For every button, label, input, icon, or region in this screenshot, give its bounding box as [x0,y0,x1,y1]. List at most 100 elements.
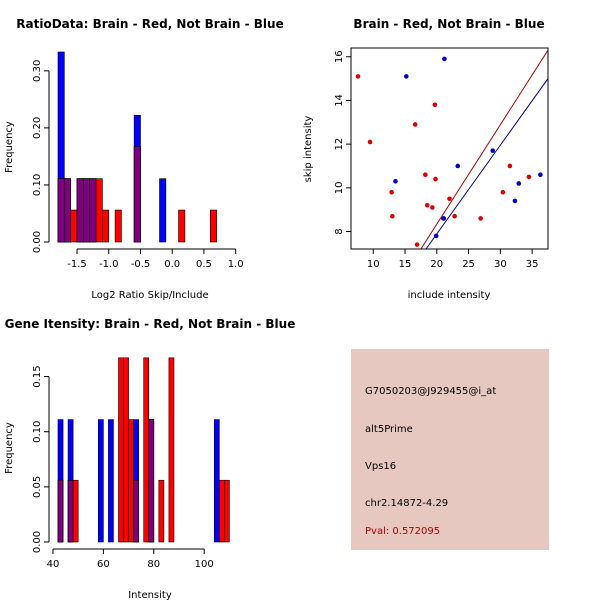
gene-histogram-overlap-bar-18 [148,419,155,543]
scatter-y-tick-label: 12 [334,138,345,151]
ratio-histogram-overlap-bar-5 [89,178,97,243]
probe-info-panel: G7050203@J929455@i_at alt5Prime Vps16 ch… [351,349,549,550]
gene-histogram-overlap-bar-2 [67,479,74,543]
scatter-point-not-brain [490,148,496,153]
scatter-point-brain [430,205,435,210]
gene-histogram-x-tick-label: 80 [147,559,160,570]
scatter-plot-box [350,47,549,250]
ratio-histogram-y-tick-label: 0.30 [32,60,43,82]
ratio-histogram-overlap-bar-3 [76,178,84,243]
gene-histogram-red-bar-14 [128,419,134,543]
scatter-fit-line-1 [425,78,548,249]
ratio-histogram-overlap-bar-1 [64,178,71,243]
probe-id-text: G7050203@J929455@i_at [365,386,497,397]
ratio-histogram-ylabel: Frequency [4,121,15,173]
scatter-title: Brain - Red, Not Brain - Blue [353,17,544,31]
scatter-point-brain [412,122,418,127]
scatter-y-tick-label: 14 [334,94,345,107]
gene-histogram-y-tick-label: 0.15 [32,365,43,387]
gene-histogram-red-bar-22 [168,357,175,543]
gene-histogram-red-bar-20 [158,479,165,543]
scatter-point-not-brain [442,56,447,62]
scatter-point-brain [433,176,438,182]
scatter-y-tick-label: 16 [334,50,345,63]
scatter-point-brain [367,139,373,145]
scatter-x-tick-label: 10 [367,259,380,270]
ratio-histogram-title: RatioData: Brain - Red, Not Brain - Blue [16,17,283,31]
ratio-histogram-x-tick-label: 0.5 [196,259,212,270]
scatter-x-tick-label: 25 [462,259,475,270]
gene-histogram-red-bar-12 [118,357,124,543]
gene-histogram-red-bar-3 [72,479,79,543]
ratio-histogram-x-tick-label: 1.0 [228,259,244,270]
scatter-point-brain [390,213,395,219]
gene-histogram-x-tick-label: 60 [97,559,110,570]
gene-histogram-x-tick-label: 100 [195,559,214,570]
gene-histogram-blue-bar-31 [213,419,220,543]
scatter-point-not-brain [455,163,461,169]
ratio-histogram-red-bar-6 [95,178,103,243]
ratio-histogram-y-tick-label: 0.10 [32,174,43,196]
scatter-x-tick-label: 20 [430,259,443,270]
scatter-y-tick-label: 8 [334,228,345,234]
ratio-histogram-overlap-bar-4 [83,178,91,243]
scatter-xlabel: include intensity [408,290,491,301]
ratio-histogram-x-tick-label: -1.5 [67,259,87,270]
ratio-histogram-xlabel: Log2 Ratio Skip/Include [91,290,208,301]
chromosome-location-text: chr2.14872-4.29 [365,498,449,509]
ratio-histogram-blue-bar-16 [159,178,167,243]
scatter-fit-line-0 [420,49,548,249]
ratio-histogram-x-tick-label: -0.5 [131,259,151,270]
scatter-ylabel: skip intensity [303,116,314,183]
ratio-histogram-x-tick-label: 0.0 [164,259,180,270]
scatter-point-not-brain [516,181,522,186]
scatter-x-tick-label: 35 [526,259,539,270]
scatter-point-brain [424,203,430,208]
ratio-histogram-y-tick-label: 0.20 [32,117,43,139]
ratio-histogram-red-bar-19 [178,209,186,243]
gene-histogram-blue-bar-10 [108,419,114,543]
gene-histogram-red-bar-33 [224,479,230,543]
gene-histogram-red-bar-32 [219,479,225,543]
intensity-scatter: Brain - Red, Not Brain - Blue 10 15 20 25 30… [303,17,549,301]
scatter-x-tick-label: 15 [399,259,412,270]
gene-histogram-red-bar-13 [123,357,129,543]
ratio-histogram-red-bar-24 [209,209,217,243]
ratio-histogram-overlap-bar-0 [57,178,65,243]
gene-histogram-blue-bar-8 [98,419,104,543]
scatter-point-brain [526,174,532,180]
gene-name-text: Vps16 [365,461,397,472]
gene-histogram-xlabel: Intensity [128,590,172,600]
scatter-point-brain [507,163,513,169]
scatter-point-brain [478,216,483,221]
scatter-point-brain [452,213,457,219]
scatter-point-brain [389,189,394,195]
ratio-histogram-x-tick-label: -1.0 [99,259,119,270]
gene-intensity-histogram: Gene Itensity: Brain - Red, Not Brain - … [4,317,295,600]
scatter-point-brain [432,102,438,108]
scatter-point-not-brain [512,198,518,204]
gene-histogram-x-tick-label: 40 [47,559,60,570]
scatter-point-brain [414,242,420,247]
ratio-histogram-red-bar-9 [114,209,122,243]
scatter-point-brain [355,74,361,79]
scatter-point-not-brain [538,172,543,178]
scatter-point-not-brain [441,216,447,221]
scatter-point-not-brain [393,178,398,184]
scatter-point-not-brain [403,74,409,79]
ratio-histogram-y-tick-label: 0.00 [32,231,43,253]
pval-text: Pval: 0.572095 [365,526,441,537]
event-type-text: alt5Prime [365,424,413,435]
gene-histogram-y-tick-label: 0.00 [32,531,43,553]
gene-histogram-red-bar-17 [143,357,150,543]
scatter-point-not-brain [433,233,439,239]
ratio-histogram-red-bar-2 [70,209,78,243]
gene-histogram-title: Gene Itensity: Brain - Red, Not Brain - … [5,317,296,331]
ratio-histogram-red-bar-7 [102,209,110,243]
gene-histogram-ylabel: Frequency [4,422,15,474]
gene-histogram-overlap-bar-0 [57,479,64,543]
ratio-histogram: RatioData: Brain - Red, Not Brain - Blue… [4,17,284,301]
scatter-x-tick-label: 30 [494,259,507,270]
gene-histogram-y-tick-label: 0.10 [32,421,43,443]
